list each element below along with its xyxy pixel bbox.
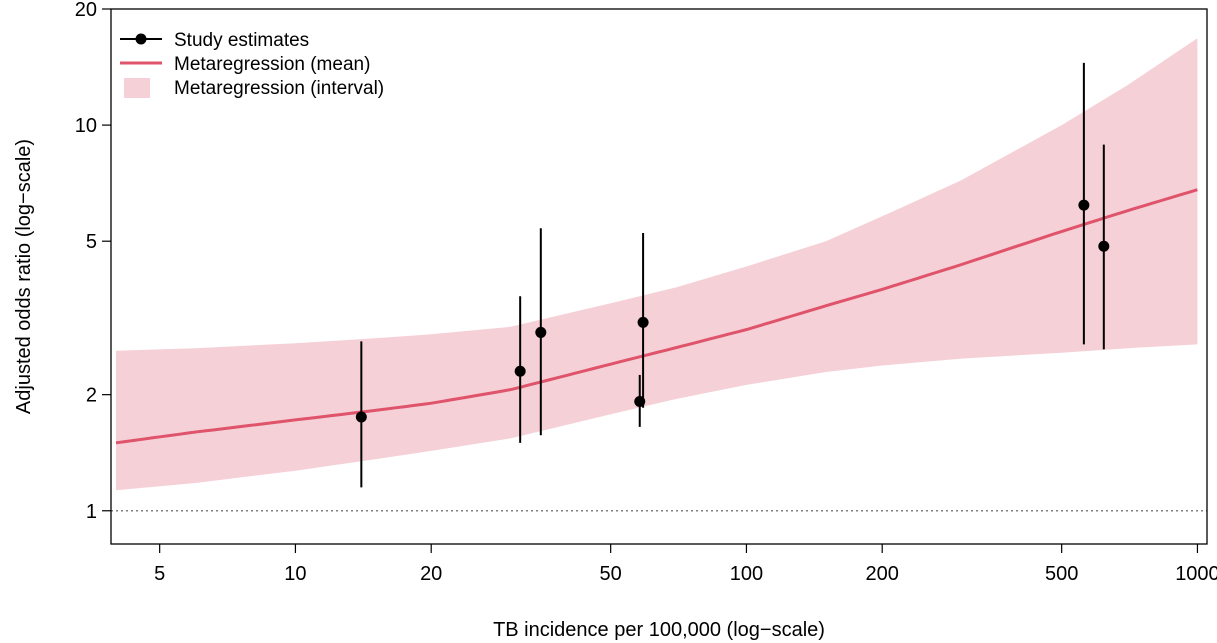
legend-study-marker bbox=[135, 33, 147, 45]
legend-label-metaregression-mean: Metaregression (mean) bbox=[174, 54, 370, 75]
mean-line-layer bbox=[115, 188, 1198, 445]
x-tick-label-20: 20 bbox=[420, 563, 442, 585]
interval-band bbox=[116, 38, 1198, 491]
x-tick-label-50: 50 bbox=[600, 563, 622, 585]
legend-interval-swatch bbox=[124, 78, 150, 98]
study-point-0 bbox=[355, 411, 367, 423]
y-tick-label-5: 5 bbox=[86, 231, 97, 253]
study-point-2 bbox=[535, 326, 547, 338]
y-tick-label-20: 20 bbox=[75, 0, 97, 21]
y-tick-label-10: 10 bbox=[75, 115, 97, 137]
x-axis-title: TB incidence per 100,000 (log−scale) bbox=[493, 619, 825, 641]
mean-line bbox=[115, 188, 1198, 445]
study-points-layer bbox=[355, 62, 1110, 488]
y-tick-label-2: 2 bbox=[86, 385, 97, 407]
study-point-1 bbox=[514, 365, 526, 377]
y-axis: 1 2 5 10 20 bbox=[75, 0, 111, 523]
x-tick-label-500: 500 bbox=[1045, 563, 1078, 585]
study-point-4 bbox=[637, 316, 649, 328]
y-axis-title: Adjusted odds ratio (log−scale) bbox=[13, 139, 35, 414]
legend-label-study-estimates: Study estimates bbox=[174, 30, 309, 51]
x-tick-label-5: 5 bbox=[154, 563, 165, 585]
x-axis: 5 10 20 50 100 200 500 1000 bbox=[154, 544, 1217, 585]
x-tick-label-200: 200 bbox=[866, 563, 899, 585]
study-point-5 bbox=[1078, 199, 1090, 211]
x-tick-label-10: 10 bbox=[284, 563, 306, 585]
x-tick-label-1000: 1000 bbox=[1175, 563, 1217, 585]
plot-frame bbox=[110, 8, 1208, 545]
legend: Study estimates Metaregression (mean) Me… bbox=[120, 30, 384, 99]
study-point-6 bbox=[1098, 240, 1110, 252]
interval-band-layer bbox=[116, 38, 1198, 491]
y-tick-label-1: 1 bbox=[86, 501, 97, 523]
legend-label-metaregression-interval: Metaregression (interval) bbox=[174, 78, 384, 99]
x-tick-label-100: 100 bbox=[730, 563, 763, 585]
